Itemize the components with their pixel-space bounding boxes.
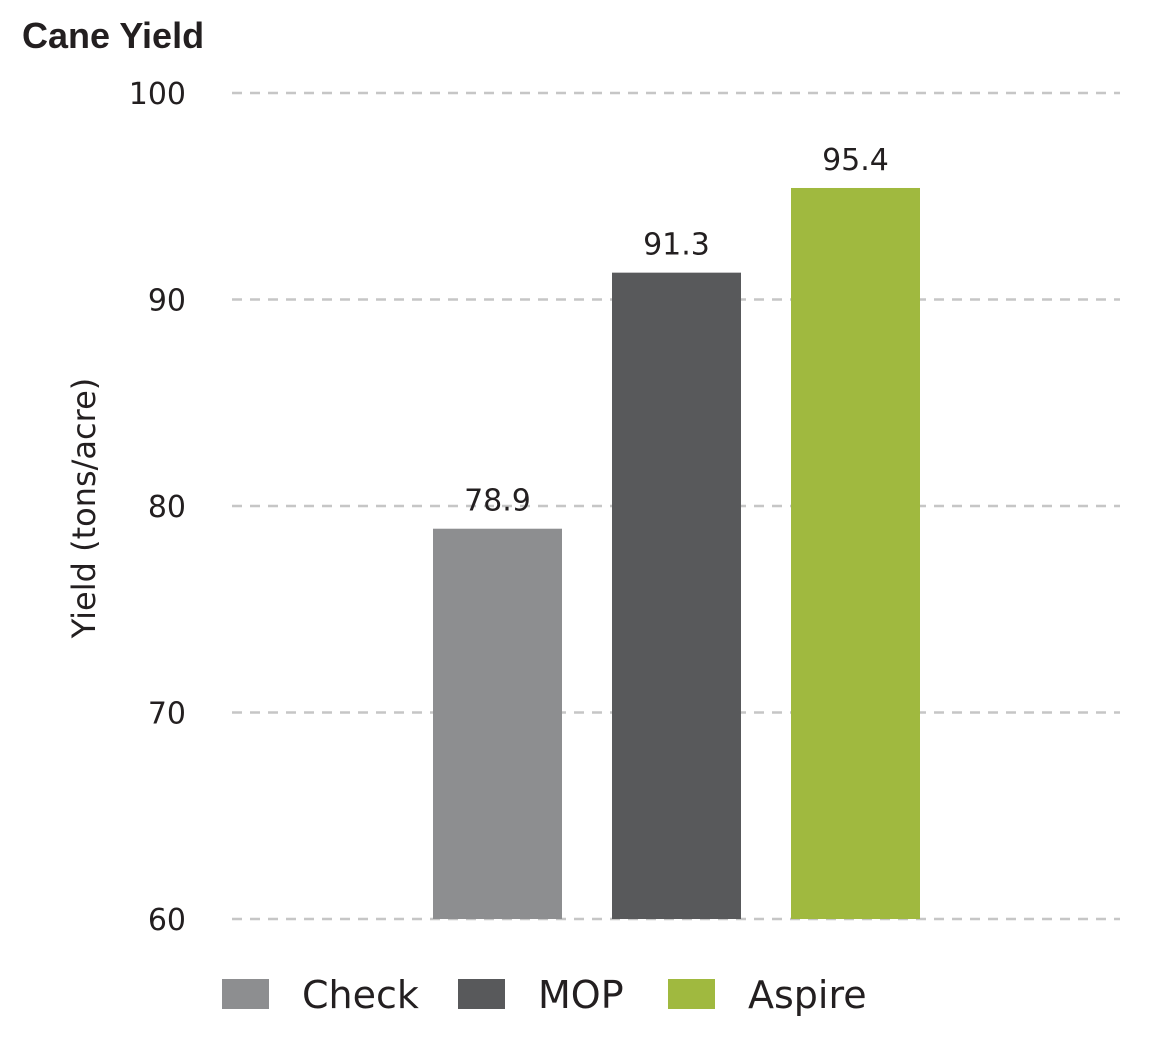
y-tick-label: 60 [148,903,186,938]
data-label: 78.9 [464,484,531,519]
chart-title: Cane Yield [22,15,204,56]
legend-swatch-mop [458,979,505,1009]
bar-aspire [791,187,920,920]
gridlines [232,91,1120,921]
data-labels: 78.9 91.3 95.4 [464,143,889,519]
legend-label: MOP [538,973,624,1017]
y-tick-label: 100 [129,77,186,112]
legend-label: Aspire [748,973,867,1017]
data-label: 95.4 [822,143,889,178]
y-tick-label: 80 [148,490,186,525]
legend-label: Check [302,973,419,1017]
y-tick-label: 70 [148,697,186,732]
y-axis-label: Yield (tons/acre) [65,378,103,640]
y-axis-ticks: 100 90 80 70 60 [129,77,186,938]
legend: Check MOP Aspire [222,973,867,1017]
legend-swatch-check [222,979,269,1009]
bar-check [433,528,562,919]
y-tick-label: 90 [148,284,186,319]
legend-swatch-aspire [668,979,715,1009]
data-label: 91.3 [643,228,710,263]
bars [433,187,920,920]
bar-mop [612,272,741,919]
